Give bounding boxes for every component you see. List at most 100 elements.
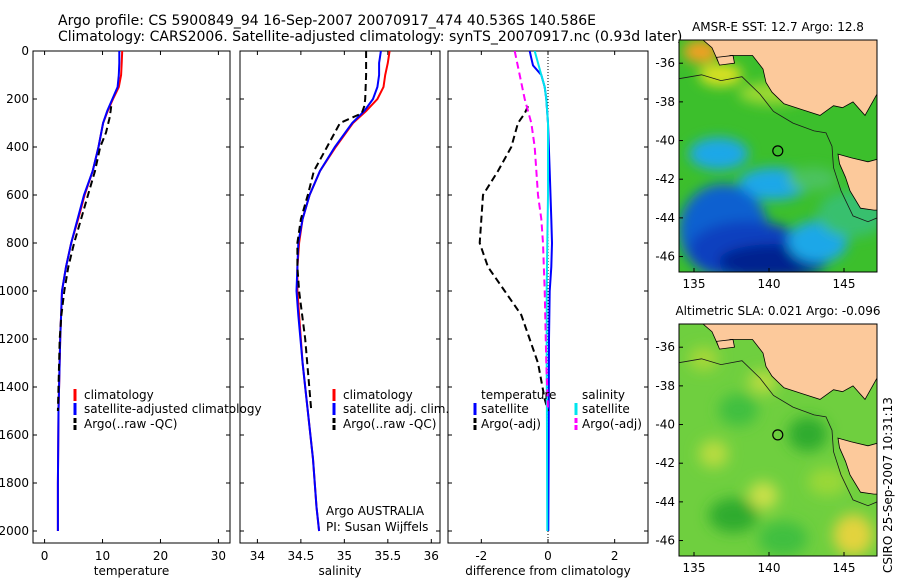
temperature-ytick-label: 400: [6, 140, 29, 154]
difference-legend-label: Argo(-adj): [481, 417, 541, 431]
sla-colour-patch: [787, 416, 828, 452]
temperature-ytick-label: 1600: [0, 428, 29, 442]
temperature-series-group: [56, 51, 124, 531]
sla-colour-patch: [708, 498, 759, 533]
temperature-ytick-label: 2000: [0, 524, 29, 538]
sla-colour-patch: [698, 440, 729, 468]
temperature-legend-label: Argo(..raw -QC): [84, 417, 177, 431]
salinity-xlabel: salinity: [318, 564, 361, 578]
sst_map-field: [679, 40, 877, 272]
sst_map-xtick-label: 140: [758, 277, 781, 291]
difference-legend-label: satellite: [582, 402, 630, 416]
sst_map-contour: [679, 74, 877, 223]
sst_map-xtick-label: 135: [683, 277, 706, 291]
sst_map-xtick-label: 145: [833, 277, 856, 291]
sst_map-land-kangaroo-island: [715, 55, 735, 66]
temperature-legend-label: climatology: [84, 388, 154, 402]
sst-colour-patch: [698, 63, 743, 87]
temperature-series-satellite-adjusted-climatology: [56, 51, 121, 531]
argo-pi-annotation: PI: Susan Wijffels: [326, 520, 428, 534]
salinity-axes-box: [239, 50, 441, 544]
salinity-series-satellite-adj-clim-: [295, 51, 382, 532]
difference-series-temperature-satellite: [528, 51, 554, 532]
temperature-legend-label: satellite-adjusted climatology: [84, 402, 262, 416]
salinity-xtick-label: 36: [424, 549, 439, 563]
temperature-ytick-label: 200: [6, 92, 29, 106]
difference-legend-label: Argo(-adj): [582, 417, 642, 431]
figure-title-line2: Climatology: CARS2006. Satellite-adjuste…: [58, 29, 683, 45]
sla_map-field: [679, 324, 877, 556]
sla-colour-patch: [833, 514, 874, 556]
temperature-ytick-label: 1200: [0, 332, 29, 346]
temperature-ytick-label: 0: [21, 44, 29, 58]
difference-series-temperature-argo-adj-: [478, 105, 549, 412]
temperature-ytick-label: 1000: [0, 284, 29, 298]
temperature-xtick-label: 20: [153, 549, 168, 563]
temperature-ytick-label: 1400: [0, 380, 29, 394]
temperature-xtick-label: 0: [41, 549, 49, 563]
salinity-legend-label: satellite adj. clim.: [343, 402, 449, 416]
temperature-ytick-label: 800: [6, 236, 29, 250]
sla_map-xtick-label: 140: [758, 561, 781, 575]
difference-series-salinity-argo-adj-: [513, 51, 549, 412]
sla-gradient-blobs: [688, 347, 874, 556]
salinity-series-climatology: [296, 51, 391, 532]
salinity-legend-label: Argo(..raw -QC): [343, 417, 436, 431]
temperature-xlabel: temperature: [94, 564, 169, 578]
sst-colour-patch: [688, 137, 749, 170]
salinity-legend-label: climatology: [343, 388, 413, 402]
sla_map-ytick-label: -42: [655, 456, 675, 470]
difference-legend-label: satellite: [481, 402, 529, 416]
temperature-xtick-label: 30: [211, 549, 226, 563]
salinity-xtick-label: 34.5: [288, 549, 315, 563]
sla-colour-patch: [748, 481, 779, 510]
temperature-axes-box: [32, 50, 231, 544]
sla-colour-patch: [718, 393, 759, 427]
temperature-ytick-label: 1800: [0, 476, 29, 490]
sst_map-ytick-label: -44: [655, 211, 675, 225]
sla_map-ytick-label: -40: [655, 418, 675, 432]
temperature-ytick-label: 600: [6, 188, 29, 202]
sla_map-ytick-label: -38: [655, 379, 675, 393]
sla_map-xtick-label: 135: [683, 561, 706, 575]
salinity-xtick-label: 35: [337, 549, 352, 563]
difference-xtick-label: 2: [611, 549, 619, 563]
sla-colour-patch: [807, 467, 848, 496]
sst_map-ytick-label: -40: [655, 134, 675, 148]
difference-legend-group-temperature: temperature: [481, 388, 556, 402]
sla_map-frame: [678, 323, 878, 557]
sla_map-title: Altimetric SLA: 0.021 Argo: -0.096: [675, 304, 880, 318]
sst_map-land-tasmania: [837, 153, 877, 211]
sla_map-ytick-label: -44: [655, 495, 675, 509]
temperature-series-argo-raw-qc-: [56, 106, 113, 412]
salinity-xtick-label: 34: [250, 549, 265, 563]
temperature-series-climatology: [56, 51, 124, 531]
sst_map-ytick-label: -38: [655, 95, 675, 109]
sla_map-argo-marker: [772, 429, 784, 441]
sst_map-frame: [678, 39, 878, 273]
difference-legend-group-salinity: salinity: [582, 388, 625, 402]
sst_map-ytick-label: -36: [655, 56, 675, 70]
salinity-xtick-label: 35.5: [374, 549, 401, 563]
figure-title-line1: Argo profile: CS 5900849_94 16-Sep-2007 …: [58, 13, 596, 29]
sst_map-argo-marker: [772, 145, 784, 157]
argo-source-annotation: Argo AUSTRALIA: [326, 504, 425, 518]
temperature-xtick-label: 10: [95, 549, 110, 563]
sst-colour-patch: [787, 167, 838, 191]
sla_map-land-kangaroo-island: [715, 339, 735, 350]
sla_map-ytick-label: -46: [655, 534, 675, 548]
sla-colour-patch: [688, 347, 719, 371]
sla_map-ytick-label: -36: [655, 340, 675, 354]
sla-colour-patch: [758, 521, 808, 556]
sla_map-contour: [679, 358, 877, 507]
sst-gradient-blobs: [679, 40, 877, 272]
difference-series-salinity-satellite: [533, 51, 549, 532]
sst_map-ytick-label: -42: [655, 172, 675, 186]
sla_map-land-tasmania: [837, 437, 877, 495]
sla_map-xtick-label: 145: [833, 561, 856, 575]
difference-series-group: [478, 51, 554, 532]
sst_map-ytick-label: -46: [655, 250, 675, 264]
sst_map-title: AMSR-E SST: 12.7 Argo: 12.8: [692, 20, 864, 34]
salinity-series-group: [295, 51, 391, 532]
